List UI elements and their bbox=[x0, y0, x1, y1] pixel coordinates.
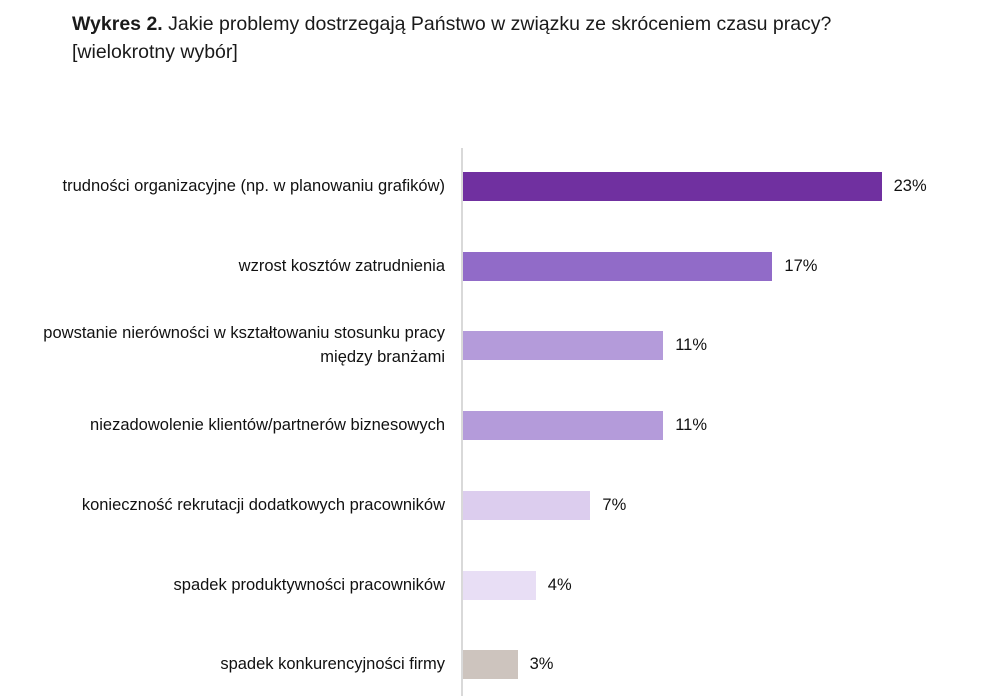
category-label: spadek produktywności pracowników bbox=[173, 575, 445, 594]
bar bbox=[463, 650, 518, 680]
chart-title-prefix: Wykres 2. bbox=[72, 13, 163, 35]
data-label: 17% bbox=[784, 256, 818, 275]
data-label: 3% bbox=[529, 655, 554, 674]
category-label: spadek konkurencyjności firmy bbox=[220, 655, 445, 674]
y-axis-line bbox=[461, 148, 463, 696]
data-label: 11% bbox=[675, 336, 707, 355]
bar bbox=[463, 172, 882, 201]
category-label: trudności organizacyjne (np. w planowani… bbox=[62, 177, 445, 195]
data-label: 11% bbox=[675, 416, 707, 435]
bar bbox=[463, 411, 664, 441]
category-label: wzrost kosztów zatrudnienia bbox=[238, 256, 445, 275]
bar bbox=[463, 490, 591, 520]
chart-subtitle: [wielokrotny wybór] bbox=[72, 41, 238, 63]
chart-title: Wykres 2. Jakie problemy dostrzegają Pań… bbox=[72, 10, 972, 66]
category-label: niezadowolenie klientów/partnerów biznes… bbox=[90, 416, 445, 435]
data-label: 4% bbox=[547, 575, 572, 594]
category-label: powstanie nierówności w kształtowaniu st… bbox=[43, 324, 445, 367]
category-label: konieczność rekrutacji dodatkowych praco… bbox=[81, 495, 445, 514]
bar bbox=[463, 251, 773, 281]
chart-title-text: Jakie problemy dostrzegają Państwo w zwi… bbox=[162, 13, 832, 35]
bar bbox=[463, 570, 536, 600]
data-label: 7% bbox=[602, 495, 627, 514]
data-label: 23% bbox=[893, 177, 927, 195]
bar bbox=[463, 331, 664, 361]
